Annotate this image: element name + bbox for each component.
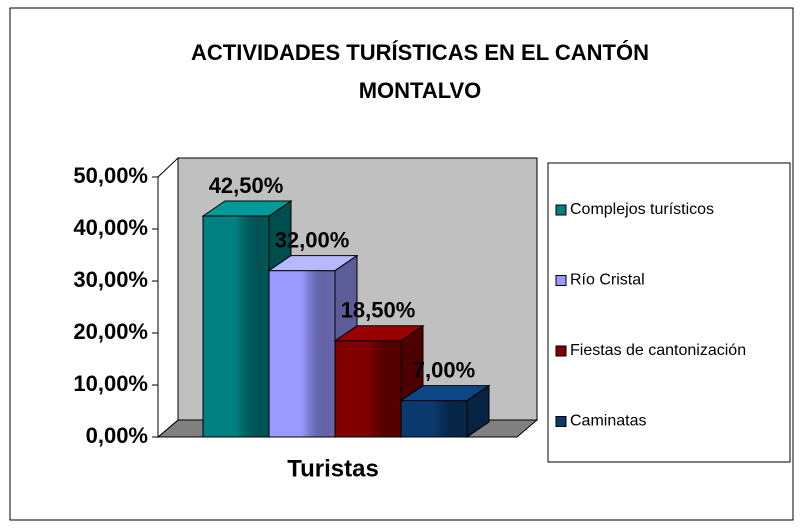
legend-label: Complejos turísticos <box>570 201 714 218</box>
chart-title: ACTIVIDADES TURÍSTICAS EN EL CANTÓN MONT… <box>191 40 649 103</box>
side-wall <box>157 156 179 439</box>
bar-top <box>333 325 425 342</box>
legend-swatch <box>555 345 567 357</box>
bar-top <box>267 255 359 272</box>
legend-swatch <box>555 204 567 216</box>
bar-front <box>268 270 336 438</box>
y-tick-label: 0,00% <box>86 423 148 448</box>
y-tick-label: 20,00% <box>73 319 148 344</box>
legend-box <box>547 162 791 463</box>
legend-swatch <box>555 275 567 286</box>
data-label: 32,00% <box>275 227 350 252</box>
y-tick-label: 30,00% <box>73 267 148 292</box>
x-tick-label: Turistas <box>287 455 379 482</box>
data-label: 42,50% <box>209 173 284 198</box>
legend-label: Caminatas <box>570 413 646 430</box>
legend-label: Fiestas de cantonización <box>570 342 746 359</box>
y-tick-label: 40,00% <box>73 215 148 240</box>
legend-swatch <box>555 416 567 427</box>
bar-top <box>399 385 491 402</box>
data-label: 18,50% <box>341 298 416 323</box>
bar-front <box>334 340 402 438</box>
y-tick-label: 10,00% <box>73 371 148 396</box>
legend-label: Río Cristal <box>570 272 645 289</box>
bar-front <box>400 400 468 438</box>
bar-top <box>201 200 293 217</box>
y-tick-label: 50,00% <box>73 163 148 188</box>
bar-front <box>202 215 270 438</box>
data-label: 7,00% <box>413 357 475 382</box>
